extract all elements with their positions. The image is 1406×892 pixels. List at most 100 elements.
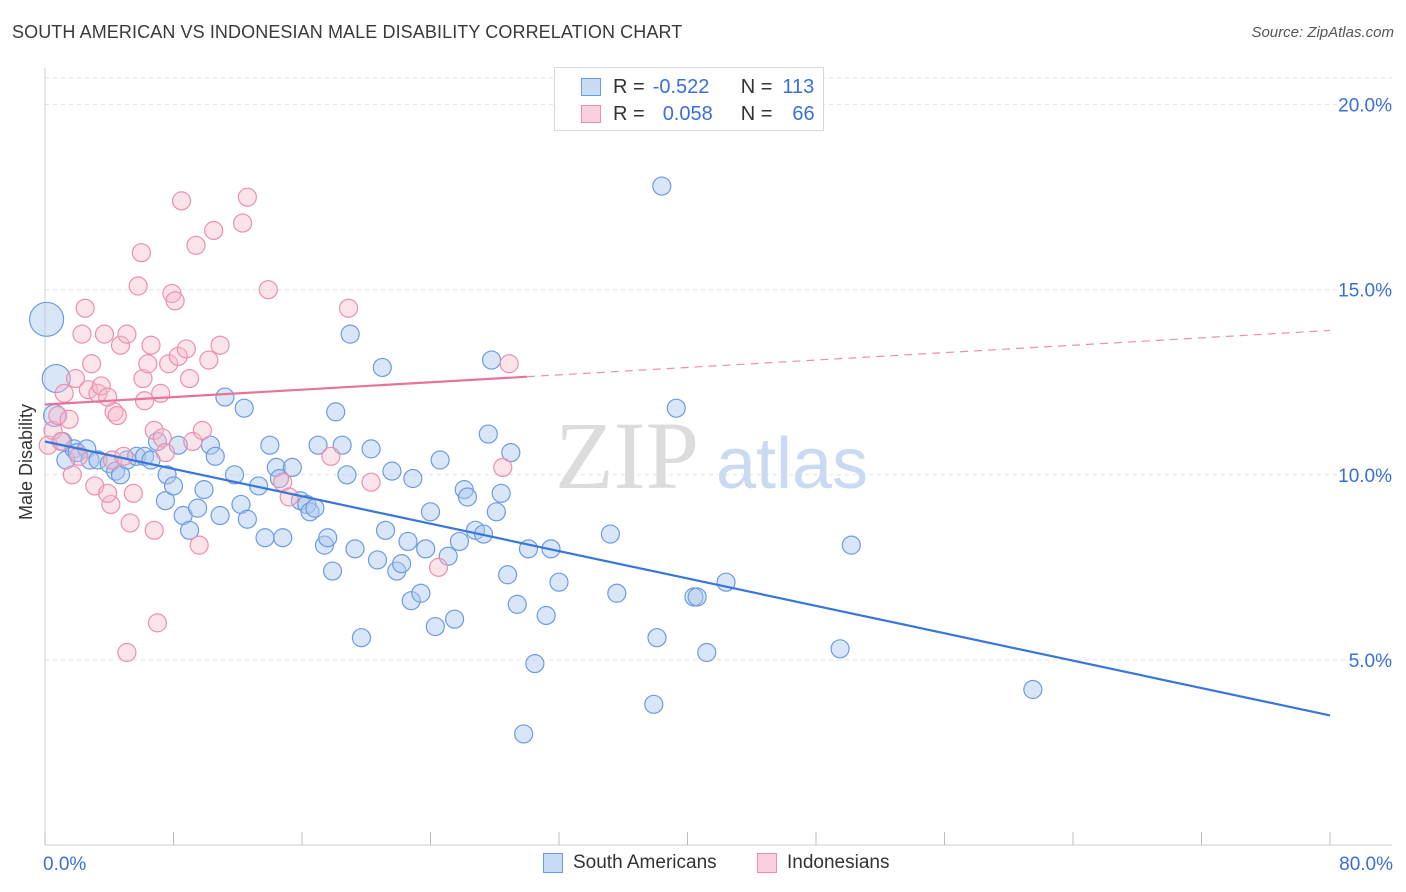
tick-labels: 5.0% 10.0% 15.0% 20.0% 0.0% 80.0% [43, 96, 1393, 875]
point-south-american [163, 476, 184, 496]
point-indonesian [171, 191, 192, 211]
point-south-american [438, 546, 458, 566]
legend-row-indonesians: R = 0.058 N = 66 [581, 101, 815, 127]
point-south-american [525, 654, 545, 674]
trend-line-south-americans [44, 440, 1331, 717]
point-south-american [215, 387, 235, 407]
point-indonesian [210, 335, 230, 355]
point-indonesian [493, 457, 513, 478]
point-south-american [187, 498, 208, 518]
point-indonesian [151, 383, 171, 403]
point-south-american [1023, 679, 1043, 700]
point-south-american [830, 639, 850, 659]
point-south-american [481, 350, 502, 370]
y-tick-label: 10.0% [1338, 466, 1392, 487]
point-indonesian [232, 213, 253, 233]
point-south-american [326, 402, 346, 422]
watermark-atlas: atlas [716, 424, 868, 504]
point-south-american [375, 520, 396, 540]
points-layer [29, 176, 1043, 744]
point-indonesian [176, 339, 196, 359]
trend-line-indonesians-extension [526, 329, 1331, 378]
point-south-american [269, 468, 290, 489]
point-indonesian [43, 420, 63, 440]
point-south-american [305, 498, 325, 518]
point-indonesian [98, 483, 118, 503]
point-south-american [536, 605, 556, 626]
point-south-american [416, 539, 436, 559]
legend-swatch-pink [757, 853, 777, 873]
y-tick-label: 20.0% [1338, 96, 1392, 117]
point-indonesian [338, 298, 359, 318]
point-indonesian [48, 405, 68, 426]
watermark-zip: ZIP [555, 402, 699, 509]
point-south-american [237, 509, 257, 529]
point-indonesian [59, 409, 79, 429]
correlation-legend: R = -0.522 N = 113 R = 0.058 N = 66 [554, 67, 824, 131]
point-indonesian [133, 368, 153, 389]
point-south-american [345, 539, 365, 559]
point-indonesian [499, 354, 519, 374]
point-south-american [337, 465, 357, 485]
legend-item-label: South Americans [573, 852, 717, 873]
point-indonesian [186, 235, 206, 255]
point-indonesian [152, 428, 172, 448]
point-indonesian [183, 431, 203, 452]
point-south-american [88, 450, 108, 470]
point-south-american [398, 531, 418, 552]
point-indonesian [192, 420, 213, 440]
point-south-american [322, 561, 343, 581]
point-indonesian [117, 324, 137, 344]
point-indonesian [128, 276, 148, 296]
point-south-american [282, 457, 302, 478]
legend-item-south-americans[interactable]: South Americans [543, 852, 717, 874]
legend-item-indonesians[interactable]: Indonesians [757, 852, 889, 874]
point-south-american [179, 520, 200, 540]
point-south-american [155, 491, 176, 511]
point-indonesian [361, 472, 381, 492]
legend-n-label: N = [740, 75, 773, 98]
point-indonesian [123, 483, 143, 503]
point-indonesian [189, 535, 209, 555]
point-south-american [457, 487, 478, 507]
point-indonesian [165, 291, 185, 311]
point-indonesian [144, 520, 164, 540]
point-indonesian [179, 368, 200, 389]
point-south-american [444, 609, 465, 629]
point-indonesian [69, 446, 89, 466]
point-indonesian [107, 405, 127, 426]
point-south-american [401, 591, 421, 611]
point-indonesian [54, 383, 74, 403]
point-indonesian [147, 613, 168, 633]
x-tick-label: 0.0% [43, 854, 86, 875]
point-south-american [205, 446, 225, 466]
point-south-american [367, 550, 388, 570]
point-indonesian [428, 557, 449, 577]
point-south-american [600, 524, 621, 544]
point-south-american [498, 565, 518, 585]
legend-r-label: R = [613, 102, 645, 125]
source-label: Source: ZipAtlas.com [1251, 24, 1394, 41]
grid-layer [45, 77, 1392, 661]
legend-swatch-pink [581, 105, 601, 123]
point-indonesian [75, 298, 95, 318]
point-south-american [318, 528, 338, 548]
point-indonesian [94, 324, 115, 344]
y-tick-label: 5.0% [1349, 651, 1392, 672]
point-indonesian [51, 431, 71, 452]
legend-swatch-blue [543, 853, 563, 873]
axis-layer [44, 68, 1392, 846]
point-indonesian [91, 376, 111, 396]
point-south-american [841, 535, 861, 555]
legend-swatch-blue [581, 78, 601, 96]
point-south-american [652, 176, 672, 196]
point-indonesian [78, 380, 98, 400]
legend-n-label: N = [740, 102, 773, 125]
point-indonesian [65, 368, 86, 389]
point-south-american [210, 505, 230, 526]
point-indonesian [110, 335, 131, 355]
point-south-american [411, 583, 431, 603]
point-south-american [514, 724, 534, 744]
point-indonesian [72, 324, 92, 344]
